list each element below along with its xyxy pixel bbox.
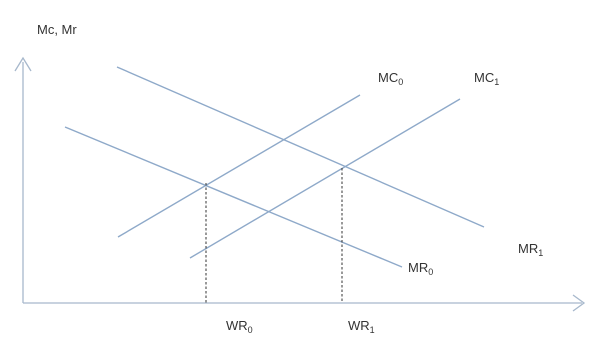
mr1-label: MR1: [518, 241, 543, 258]
mc0-curve: [117, 94, 361, 238]
y-axis-arrow: [14, 56, 32, 72]
wr0-label: WR0: [226, 318, 253, 335]
mc1-label: MC1: [474, 70, 499, 87]
y-axis-label: Mc, Mr: [37, 22, 77, 37]
x-axis-arrow: [572, 294, 586, 312]
mc0-label: MC0: [378, 70, 403, 87]
wr1-label: WR1: [348, 318, 375, 335]
mr0-label: MR0: [408, 260, 433, 277]
mr0-curve: [64, 126, 403, 268]
mr1-curve: [116, 66, 485, 228]
mc1-curve: [189, 98, 461, 259]
